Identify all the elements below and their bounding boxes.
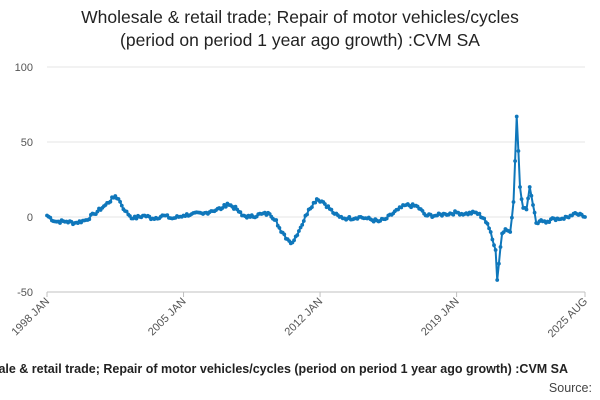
data-point bbox=[223, 204, 228, 209]
y-tick-label: 0 bbox=[27, 212, 33, 224]
data-point bbox=[532, 210, 537, 215]
data-point bbox=[513, 159, 517, 163]
data-point bbox=[87, 217, 92, 222]
data-point bbox=[282, 232, 287, 237]
chart-title: Wholesale & retail trade; Repair of moto… bbox=[0, 6, 600, 52]
data-point bbox=[526, 196, 530, 201]
data-point bbox=[323, 202, 327, 206]
data-point bbox=[492, 243, 496, 248]
data-point bbox=[529, 193, 534, 198]
data-point bbox=[511, 200, 516, 204]
data-point bbox=[485, 221, 490, 226]
data-point bbox=[305, 212, 309, 217]
y-axis-ticks: -50 0 50 100 bbox=[15, 62, 33, 299]
data-point bbox=[501, 230, 506, 235]
data-point bbox=[487, 226, 491, 231]
data-point bbox=[295, 233, 300, 238]
data-point bbox=[583, 215, 587, 219]
y-tick-label: -50 bbox=[17, 287, 33, 299]
data-point bbox=[134, 216, 139, 221]
data-point bbox=[292, 238, 296, 243]
data-point bbox=[516, 149, 521, 153]
data-point bbox=[165, 213, 170, 218]
data-point bbox=[493, 248, 498, 252]
data-point bbox=[451, 212, 456, 217]
data-point bbox=[329, 207, 334, 212]
data-point bbox=[297, 229, 301, 233]
data-point bbox=[301, 219, 306, 223]
data-point bbox=[310, 205, 314, 210]
series-growth bbox=[45, 114, 587, 282]
data-point bbox=[238, 210, 243, 215]
data-point bbox=[384, 216, 389, 221]
data-point bbox=[409, 205, 413, 210]
data-point bbox=[48, 215, 53, 220]
data-point bbox=[518, 185, 522, 189]
data-point bbox=[531, 203, 535, 207]
x-tick-label: 1998 JAN bbox=[9, 296, 52, 339]
data-point bbox=[498, 245, 503, 249]
chart-caption-text: Wholesale & retail trade; Repair of moto… bbox=[0, 362, 569, 376]
data-point bbox=[488, 230, 493, 234]
data-point bbox=[477, 211, 482, 216]
data-point bbox=[95, 209, 100, 214]
data-point bbox=[118, 199, 122, 204]
data-point bbox=[220, 206, 225, 210]
data-point bbox=[547, 220, 552, 225]
data-point bbox=[313, 200, 318, 205]
data-point bbox=[508, 230, 513, 234]
data-point bbox=[233, 204, 238, 209]
x-tick-label: 2005 JAN bbox=[146, 296, 189, 339]
data-point bbox=[277, 226, 282, 230]
chart-title-line-2: (period on period 1 year ago growth) :CV… bbox=[120, 30, 480, 50]
data-point bbox=[527, 185, 532, 189]
data-point bbox=[124, 209, 129, 214]
y-tick-label: 100 bbox=[15, 62, 33, 74]
data-point bbox=[58, 221, 62, 225]
data-point bbox=[524, 207, 529, 212]
x-tick-label: 2019 JAN bbox=[419, 296, 462, 339]
data-point bbox=[482, 216, 487, 221]
data-point bbox=[274, 218, 279, 222]
data-point bbox=[497, 261, 501, 266]
data-point bbox=[495, 278, 500, 282]
x-axis-ticks: 1998 JAN 2005 JAN 2012 JAN 2019 JAN 2025 AUG bbox=[9, 292, 590, 340]
data-point bbox=[420, 209, 425, 213]
x-tick-label: 2025 AUG bbox=[546, 296, 590, 340]
chart-caption: Wholesale & retail trade; Repair of moto… bbox=[0, 362, 600, 376]
data-point bbox=[326, 204, 331, 209]
data-point bbox=[490, 237, 495, 242]
gridlines bbox=[47, 66, 585, 293]
chart-title-line-1: Wholesale & retail trade; Repair of moto… bbox=[81, 7, 519, 27]
data-point bbox=[116, 197, 121, 201]
x-tick-label: 2012 JAN bbox=[283, 296, 326, 339]
y-tick-label: 50 bbox=[21, 137, 33, 149]
data-point bbox=[108, 199, 113, 204]
data-point bbox=[519, 197, 524, 202]
data-point bbox=[300, 223, 305, 227]
data-point bbox=[514, 114, 519, 119]
data-point bbox=[119, 203, 124, 208]
source-label: Source: bbox=[548, 381, 592, 395]
data-point bbox=[510, 215, 514, 220]
